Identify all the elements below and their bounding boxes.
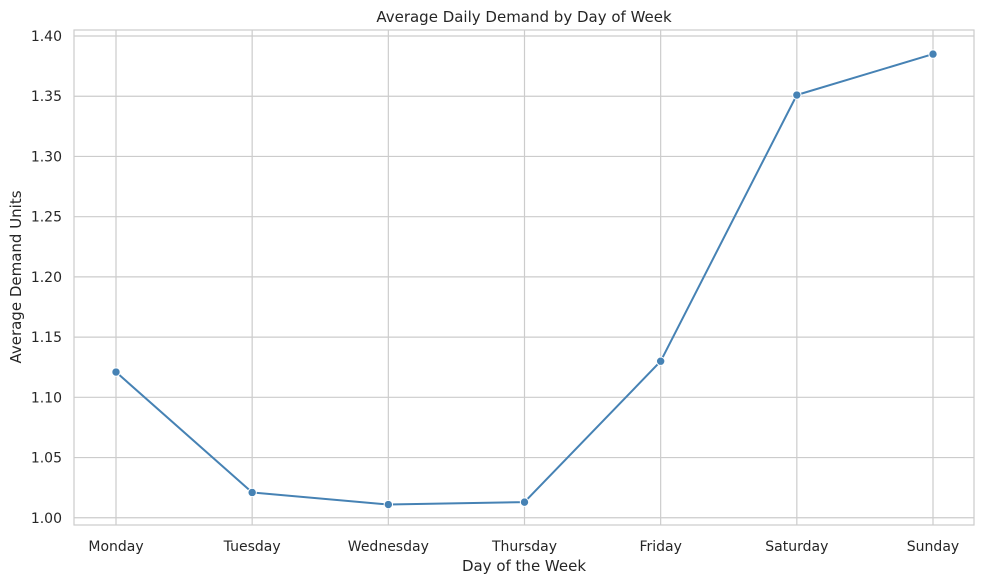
grid-layer (74, 30, 974, 525)
y-axis-title: Average Demand Units (7, 190, 25, 363)
x-axis-title: Day of the Week (462, 557, 586, 575)
y-tick-label: 1.10 (31, 390, 62, 406)
data-point-wednesday (383, 499, 394, 510)
x-tick-label: Sunday (907, 539, 959, 555)
data-point-thursday (519, 497, 530, 507)
x-tick-label: Tuesday (223, 539, 281, 555)
x-tick-label: Wednesday (348, 539, 429, 555)
y-tick-label: 1.00 (31, 511, 62, 527)
tick-labels: 1.00 1.05 1.10 1.15 1.20 1.25 1.30 1.35 1.40 Mond… (31, 29, 959, 555)
data-point-saturday (792, 90, 802, 100)
x-tick-label: Monday (88, 539, 143, 555)
x-tick-label: Friday (639, 539, 681, 555)
data-point-sunday (928, 49, 938, 59)
plot-frame (73, 29, 975, 526)
y-tick-label: 1.30 (31, 149, 62, 165)
y-tick-label: 1.15 (31, 330, 62, 346)
chart-title: Average Daily Demand by Day of Week (376, 8, 672, 26)
series-layer (111, 49, 938, 510)
y-tick-label: 1.35 (31, 89, 62, 105)
y-tick-label: 1.40 (31, 29, 62, 45)
x-tick-label: Thursday (491, 539, 557, 555)
x-tick-label: Saturday (765, 539, 828, 555)
y-tick-label: 1.20 (31, 270, 62, 286)
y-tick-label: 1.25 (31, 210, 62, 226)
data-point-monday (111, 367, 121, 377)
y-tick-label: 1.05 (31, 451, 62, 467)
data-point-tuesday (247, 487, 257, 498)
data-point-friday (655, 356, 666, 366)
